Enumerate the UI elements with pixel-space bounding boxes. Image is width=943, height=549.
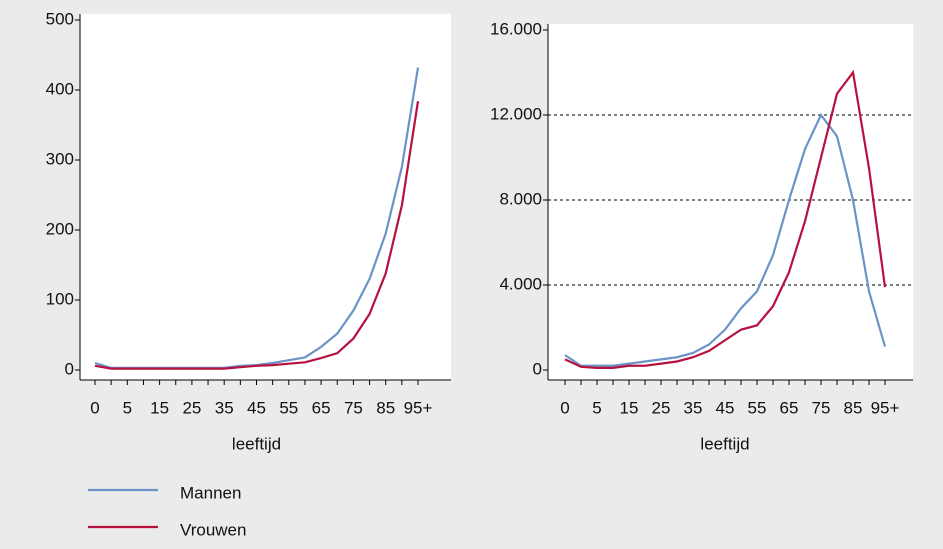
x-axis-label: leeftijd (232, 434, 281, 453)
x-tick-label: 25 (182, 398, 201, 417)
x-tick-label: 0 (90, 398, 99, 417)
y-tick-label: 0 (65, 359, 74, 378)
x-tick-label: 75 (812, 398, 831, 417)
y-tick-label: 12.000 (490, 104, 542, 123)
x-axis-label: leeftijd (700, 434, 749, 453)
x-tick-label: 5 (592, 398, 601, 417)
x-tick-label: 95+ (871, 398, 900, 417)
x-tick-label: 75 (344, 398, 363, 417)
x-tick-label: 15 (620, 398, 639, 417)
plot-area (548, 24, 913, 380)
y-tick-label: 8.000 (499, 189, 542, 208)
y-tick-label: 16.000 (490, 19, 542, 38)
legend-label: Mannen (180, 483, 241, 502)
y-tick-label: 0 (533, 359, 542, 378)
series-line (564, 112, 887, 367)
x-tick-label: 55 (748, 398, 767, 417)
x-tick-label: 35 (215, 398, 234, 417)
series-line (564, 69, 887, 369)
x-tick-label: 35 (684, 398, 703, 417)
x-tick-label: 85 (844, 398, 863, 417)
x-tick-label: 65 (312, 398, 331, 417)
y-tick-label: 100 (46, 289, 74, 308)
x-tick-label: 55 (279, 398, 298, 417)
x-tick-label: 5 (123, 398, 132, 417)
x-tick-label: 45 (716, 398, 735, 417)
legend-label: Vrouwen (180, 520, 246, 539)
x-tick-label: 25 (652, 398, 671, 417)
plot-area (80, 14, 451, 380)
series-line (94, 101, 420, 370)
y-tick-label: 300 (46, 149, 74, 168)
y-tick-label: 400 (46, 79, 74, 98)
x-tick-label: 15 (150, 398, 169, 417)
x-tick-label: 0 (560, 398, 569, 417)
y-tick-label: 500 (46, 9, 74, 28)
x-tick-label: 95+ (404, 398, 433, 417)
y-tick-label: 200 (46, 219, 74, 238)
y-tick-label: 4.000 (499, 274, 542, 293)
x-tick-label: 85 (376, 398, 395, 417)
x-tick-label: 45 (247, 398, 266, 417)
x-tick-label: 65 (780, 398, 799, 417)
